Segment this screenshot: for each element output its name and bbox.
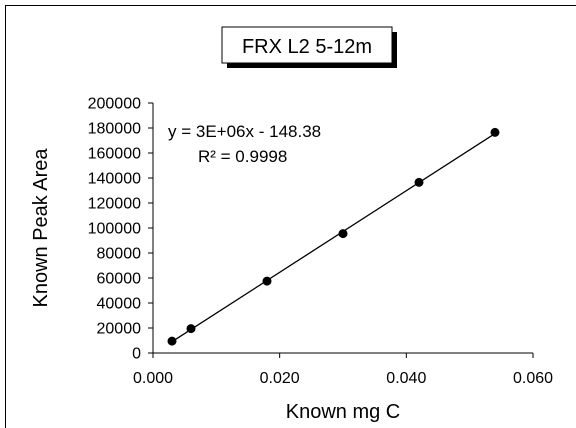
data-point xyxy=(338,229,348,239)
chart-title: FRX L2 5-12m xyxy=(242,36,372,58)
y-tick-label: 0 xyxy=(132,346,141,363)
x-tick-label: 0.020 xyxy=(260,370,300,387)
title-box xyxy=(221,26,393,64)
y-tick-label: 160000 xyxy=(88,146,141,163)
y-tick-label: 40000 xyxy=(97,296,142,313)
y-ticks: 0 20000 40000 60000 80000 100000 120000 140000 1… xyxy=(88,96,153,363)
y-tick-label: 140000 xyxy=(88,171,141,188)
x-tick-label: 0.040 xyxy=(386,370,426,387)
trendline-equation: y = 3E+06x - 148.38 xyxy=(168,122,321,141)
y-tick-label: 20000 xyxy=(97,321,142,338)
data-point xyxy=(414,177,424,187)
data-point xyxy=(262,276,272,286)
y-tick-label: 100000 xyxy=(88,221,141,238)
x-tick-label: 0.060 xyxy=(513,370,553,387)
trendline xyxy=(171,132,496,343)
data-points xyxy=(167,127,500,346)
x-ticks: 0.000 0.020 0.040 0.060 xyxy=(133,353,553,387)
y-tick-label: 60000 xyxy=(97,271,142,288)
trendline-r-squared: R² = 0.9998 xyxy=(198,147,287,166)
y-tick-label: 180000 xyxy=(88,121,141,138)
y-axis-label: Known Peak Area xyxy=(30,148,52,308)
x-axis-label: Known mg C xyxy=(286,401,401,423)
y-tick-label: 120000 xyxy=(88,196,141,213)
data-point xyxy=(167,336,177,346)
chart-area-border xyxy=(5,5,576,428)
data-point xyxy=(490,127,500,137)
y-tick-label: 80000 xyxy=(97,246,142,263)
data-point xyxy=(186,324,196,334)
y-tick-label: 200000 xyxy=(88,96,141,113)
x-tick-label: 0.000 xyxy=(133,370,173,387)
